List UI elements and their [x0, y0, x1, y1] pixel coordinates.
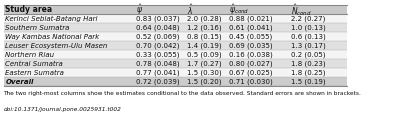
- Text: 1.0 (0.13): 1.0 (0.13): [291, 25, 325, 31]
- Text: Overall: Overall: [5, 79, 34, 85]
- Text: Leuser Ecosystem-Ulu Masen: Leuser Ecosystem-Ulu Masen: [5, 43, 107, 49]
- Bar: [4, 41, 347, 50]
- Text: 2.0 (0.28): 2.0 (0.28): [187, 16, 222, 22]
- Text: 1.5 (0.19): 1.5 (0.19): [291, 78, 325, 85]
- Text: 0.33 (0.055): 0.33 (0.055): [136, 52, 179, 58]
- Bar: [4, 32, 347, 41]
- Bar: [4, 77, 347, 86]
- Text: Kerinci Seblat-Batang Hari: Kerinci Seblat-Batang Hari: [5, 16, 98, 22]
- Text: 0.69 (0.035): 0.69 (0.035): [229, 43, 272, 49]
- Text: 1.2 (0.16): 1.2 (0.16): [187, 25, 222, 31]
- Text: $\hat{\psi}$: $\hat{\psi}$: [136, 3, 143, 17]
- Text: 0.88 (0.021): 0.88 (0.021): [229, 16, 272, 22]
- Text: 0.83 (0.037): 0.83 (0.037): [136, 16, 180, 22]
- Text: 0.16 (0.038): 0.16 (0.038): [229, 52, 272, 58]
- Text: Way Kambas National Park: Way Kambas National Park: [5, 34, 99, 40]
- Text: 1.4 (0.19): 1.4 (0.19): [187, 43, 222, 49]
- Text: Central Sumatra: Central Sumatra: [5, 61, 63, 67]
- Text: The two right-most columns show the estimates conditional to the data observed. : The two right-most columns show the esti…: [4, 91, 361, 96]
- Text: 1.5 (0.30): 1.5 (0.30): [187, 70, 222, 76]
- Text: Eastern Sumatra: Eastern Sumatra: [5, 70, 64, 76]
- Text: 0.67 (0.025): 0.67 (0.025): [229, 70, 272, 76]
- Text: 1.3 (0.17): 1.3 (0.17): [291, 43, 325, 49]
- Text: Study area: Study area: [5, 5, 53, 14]
- Text: $\hat{\lambda}$: $\hat{\lambda}$: [187, 3, 194, 17]
- Text: 0.64 (0.048): 0.64 (0.048): [136, 25, 179, 31]
- Text: 0.77 (0.041): 0.77 (0.041): [136, 70, 180, 76]
- Bar: [4, 68, 347, 77]
- Text: 0.70 (0.042): 0.70 (0.042): [136, 43, 179, 49]
- Text: 0.78 (0.048): 0.78 (0.048): [136, 61, 180, 67]
- Text: 1.8 (0.25): 1.8 (0.25): [291, 70, 325, 76]
- Text: 2.2 (0.27): 2.2 (0.27): [291, 16, 325, 22]
- Text: 0.71 (0.030): 0.71 (0.030): [229, 78, 272, 85]
- Text: 1.7 (0.27): 1.7 (0.27): [187, 61, 222, 67]
- Text: 1.5 (0.20): 1.5 (0.20): [187, 78, 222, 85]
- Text: Northern Riau: Northern Riau: [5, 52, 55, 58]
- Text: 0.45 (0.055): 0.45 (0.055): [229, 34, 272, 40]
- Text: 0.8 (0.15): 0.8 (0.15): [187, 34, 222, 40]
- Text: $\hat{N}_{cond}$: $\hat{N}_{cond}$: [291, 2, 312, 18]
- Text: 0.72 (0.039): 0.72 (0.039): [136, 78, 180, 85]
- Bar: [4, 50, 347, 59]
- Text: $\hat{\psi}_{cond}$: $\hat{\psi}_{cond}$: [229, 3, 249, 17]
- Bar: [4, 23, 347, 32]
- Text: doi:10.1371/journal.pone.0025931.t002: doi:10.1371/journal.pone.0025931.t002: [4, 107, 122, 112]
- Text: 0.80 (0.027): 0.80 (0.027): [229, 61, 272, 67]
- Text: 0.6 (0.13): 0.6 (0.13): [291, 34, 325, 40]
- Bar: [4, 5, 347, 14]
- Text: 1.8 (0.23): 1.8 (0.23): [291, 61, 325, 67]
- Text: 0.61 (0.041): 0.61 (0.041): [229, 25, 272, 31]
- Text: 0.5 (0.09): 0.5 (0.09): [187, 52, 222, 58]
- Bar: [4, 14, 347, 23]
- Text: 0.2 (0.05): 0.2 (0.05): [291, 52, 325, 58]
- Text: Southern Sumatra: Southern Sumatra: [5, 25, 70, 31]
- Bar: [4, 59, 347, 68]
- Text: 0.52 (0.069): 0.52 (0.069): [136, 34, 179, 40]
